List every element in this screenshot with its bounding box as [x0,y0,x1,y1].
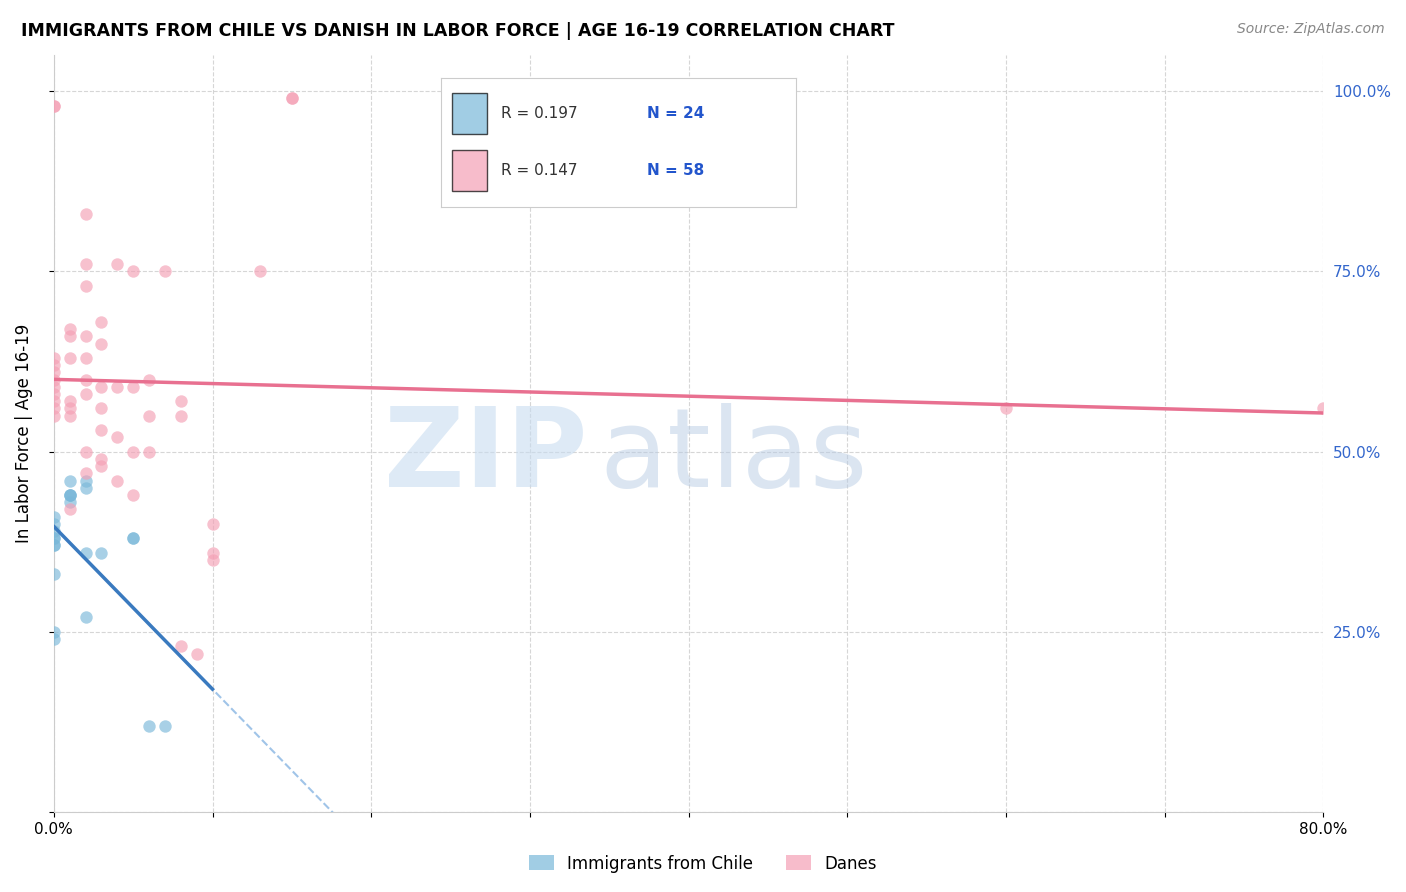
Point [75,329,97,343]
Point [42,632,65,646]
Point [90,423,112,437]
Point [281,91,304,105]
Point [75,373,97,387]
Point [42,531,65,545]
Point [170,409,193,423]
Point [59,495,82,509]
Point [59,409,82,423]
Point [138,373,160,387]
Point [153,718,176,732]
Point [59,329,82,343]
Point [90,546,112,560]
Point [186,647,208,661]
Point [105,474,128,488]
Point [42,524,65,538]
Point [75,610,97,624]
Point [122,531,145,545]
Text: atlas: atlas [600,403,868,510]
Point [59,401,82,416]
Point [138,444,160,458]
Point [42,98,65,112]
Point [42,365,65,379]
Point [59,488,82,502]
Legend: Immigrants from Chile, Danes: Immigrants from Chile, Danes [522,848,884,880]
Point [42,538,65,552]
Point [105,430,128,444]
Point [170,394,193,409]
Point [59,488,82,502]
Point [1312,401,1334,416]
Point [994,401,1017,416]
Point [42,401,65,416]
Point [170,640,193,654]
Point [90,336,112,351]
Text: Source: ZipAtlas.com: Source: ZipAtlas.com [1237,22,1385,37]
Point [201,546,224,560]
Point [138,409,160,423]
Point [75,351,97,365]
Point [90,315,112,329]
Point [201,516,224,531]
Point [122,531,145,545]
Point [42,387,65,401]
Point [42,409,65,423]
Text: IMMIGRANTS FROM CHILE VS DANISH IN LABOR FORCE | AGE 16-19 CORRELATION CHART: IMMIGRANTS FROM CHILE VS DANISH IN LABOR… [21,22,894,40]
Point [122,488,145,502]
Point [59,502,82,516]
Point [122,444,145,458]
Point [153,264,176,278]
Point [59,474,82,488]
Point [42,358,65,372]
Point [59,488,82,502]
Point [105,257,128,271]
Point [42,516,65,531]
Point [42,538,65,552]
Point [42,373,65,387]
Point [42,509,65,524]
Point [42,98,65,112]
Point [75,278,97,293]
Point [90,401,112,416]
Point [59,351,82,365]
Point [90,459,112,474]
Point [122,264,145,278]
Point [42,531,65,545]
Point [75,444,97,458]
Point [138,718,160,732]
Point [42,380,65,394]
Point [75,481,97,495]
Point [42,394,65,409]
Y-axis label: In Labor Force | Age 16-19: In Labor Force | Age 16-19 [15,324,32,543]
Point [105,380,128,394]
Point [249,264,271,278]
Point [75,207,97,221]
Point [90,380,112,394]
Point [122,380,145,394]
Point [59,394,82,409]
Point [281,91,304,105]
Point [59,322,82,336]
Point [75,546,97,560]
Point [42,351,65,365]
Point [90,451,112,466]
Point [42,624,65,639]
Text: ZIP: ZIP [384,403,586,510]
Point [75,257,97,271]
Point [75,467,97,481]
Point [75,474,97,488]
Point [201,553,224,567]
Point [75,387,97,401]
Point [42,567,65,582]
